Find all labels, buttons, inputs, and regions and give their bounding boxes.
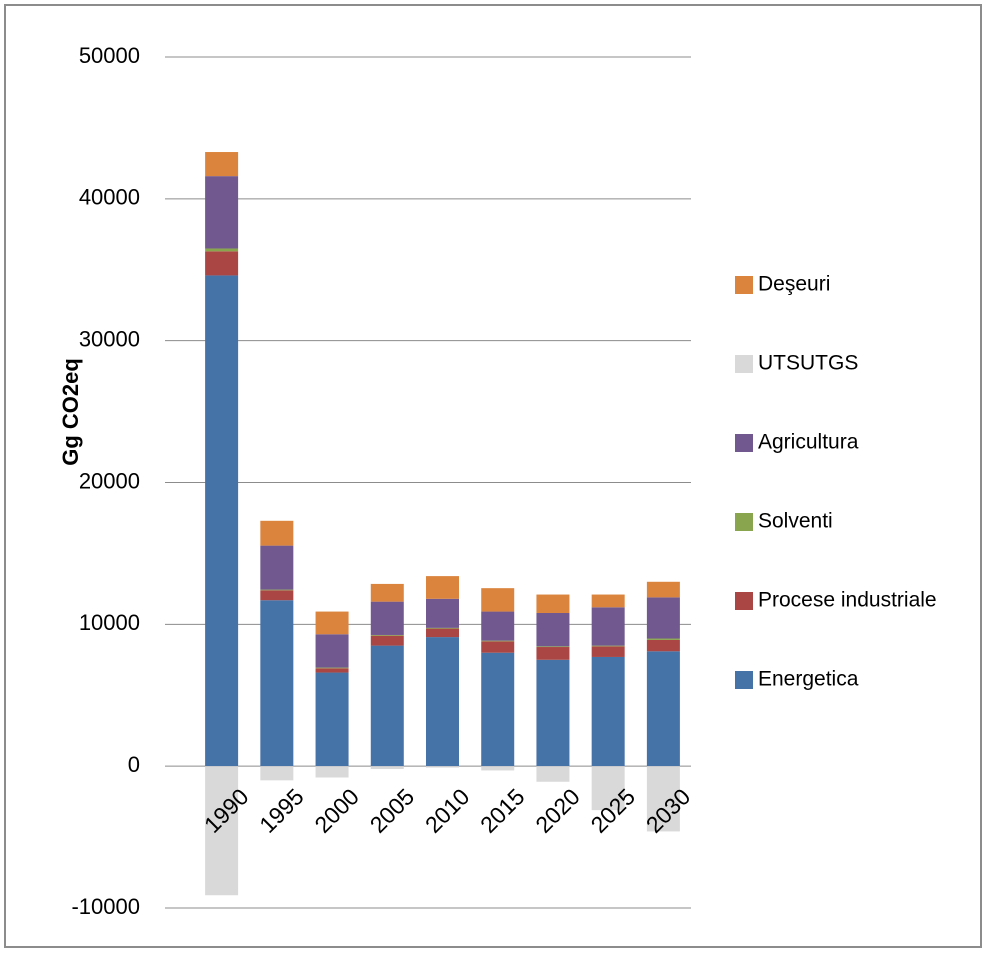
bar-segment — [260, 600, 294, 767]
y-tick-label: 10000 — [79, 610, 140, 635]
y-tick-label: 0 — [128, 752, 140, 777]
bar-segment — [481, 640, 515, 642]
y-tick-label: 20000 — [79, 468, 140, 493]
y-tick-label: 50000 — [79, 43, 140, 68]
bar-segment — [591, 766, 625, 811]
legend-swatch — [735, 276, 753, 294]
bar-segment — [260, 520, 294, 546]
y-tick-label: 40000 — [79, 185, 140, 210]
legend-label: Agricultura — [758, 431, 859, 454]
bar-segment — [315, 611, 349, 635]
bar-segment — [205, 176, 239, 249]
bar-segment — [205, 251, 239, 276]
legend-label: Energetica — [758, 668, 859, 691]
bar-segment — [260, 545, 294, 590]
bar-segment — [646, 638, 680, 640]
bar-segment — [536, 647, 570, 660]
y-tick-label: 30000 — [79, 326, 140, 351]
bar-segment — [536, 594, 570, 613]
bar-segment — [370, 645, 404, 767]
bar-segment — [205, 766, 239, 896]
bar-segment — [260, 766, 294, 781]
bar-segment — [260, 589, 294, 591]
bar-segment — [205, 248, 239, 252]
bar-segment — [481, 641, 515, 653]
y-tick-label: -10000 — [71, 894, 140, 919]
legend-label: Procese industriale — [758, 589, 937, 612]
bar-segment — [426, 576, 459, 599]
bar-segment — [315, 667, 349, 669]
bar-segment — [536, 612, 570, 647]
bar-segment — [536, 659, 570, 767]
bar-segment — [591, 607, 625, 646]
bar-segment — [370, 601, 404, 635]
bar-segment — [426, 598, 459, 628]
bar-segment — [646, 597, 680, 639]
bar-segment — [646, 639, 680, 652]
bar-segment — [260, 590, 294, 601]
bar-segment — [591, 656, 625, 767]
bar-segment — [370, 766, 404, 770]
legend-swatch — [735, 355, 753, 373]
legend-swatch — [735, 671, 753, 689]
bar-segment — [536, 646, 570, 648]
bar-segment — [646, 581, 680, 598]
legend-label: Solventi — [758, 510, 833, 533]
bar-segment — [426, 628, 459, 638]
bar-segment — [370, 583, 404, 602]
bar-segment — [426, 637, 459, 767]
legend-label: Deşeuri — [758, 273, 830, 296]
bar-segment — [481, 652, 515, 767]
bar-segment — [315, 668, 349, 673]
legend-swatch — [735, 434, 753, 452]
bar-segment — [591, 594, 625, 608]
bar-segment — [315, 672, 349, 767]
chart-frame — [4, 4, 982, 948]
bar-segment — [370, 635, 404, 646]
bar-segment — [426, 627, 459, 629]
legend-swatch — [735, 592, 753, 610]
bar-segment — [536, 766, 570, 782]
bar-segment — [315, 634, 349, 668]
bar-segment — [481, 588, 515, 612]
bar-segment — [426, 766, 459, 768]
bar-segment — [591, 646, 625, 657]
bar-segment — [370, 634, 404, 636]
bar-segment — [205, 152, 239, 177]
y-axis-title: Gg CO2eq — [58, 358, 83, 466]
bar-segment — [315, 766, 349, 778]
legend-swatch — [735, 513, 753, 531]
bar-segment — [591, 645, 625, 647]
bar-segment — [205, 275, 239, 767]
bar-segment — [646, 651, 680, 767]
legend-label: UTSUTGS — [758, 352, 858, 375]
bar-segment — [481, 766, 515, 771]
bar-segment — [646, 766, 680, 832]
bar-segment — [481, 611, 515, 641]
